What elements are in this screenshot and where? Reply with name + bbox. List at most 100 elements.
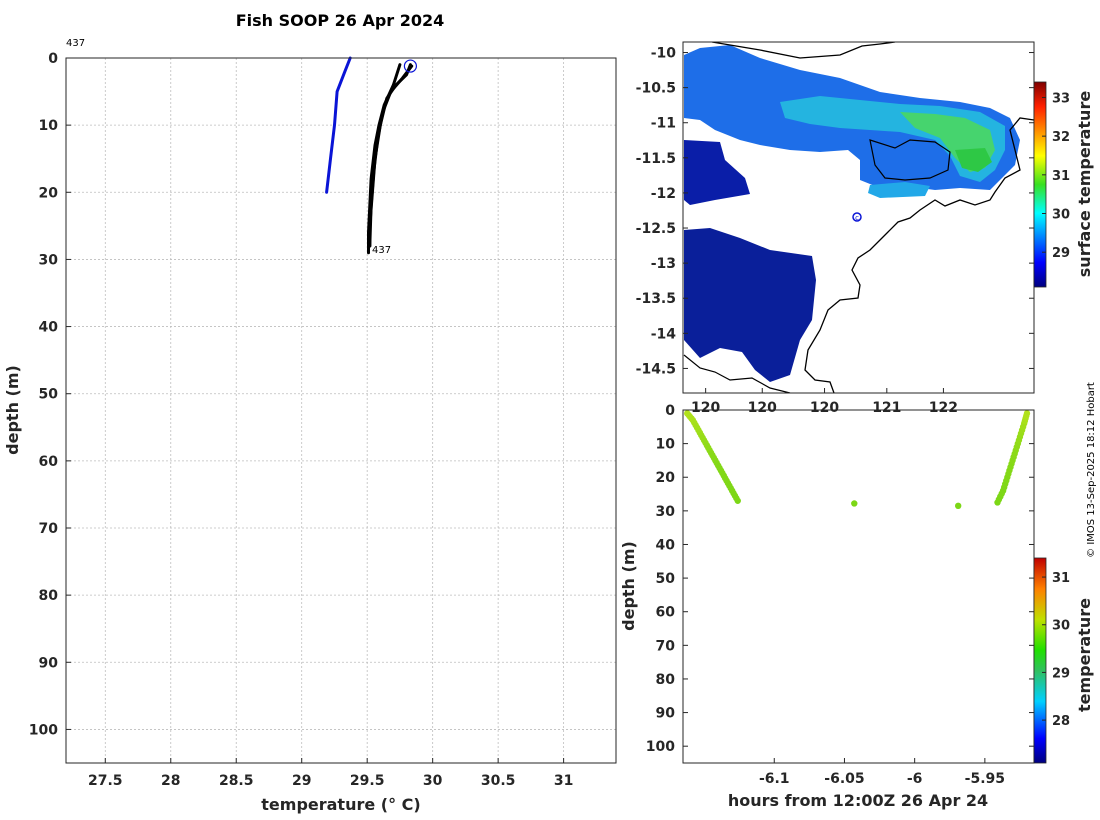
figure-title: Fish SOOP 26 Apr 2024 — [236, 11, 445, 30]
profile-y-tick-label: 50 — [39, 387, 59, 403]
scatter-y-tick-label: 30 — [656, 504, 676, 520]
coastline — [711, 42, 896, 59]
map-x-tick-label: 121 — [872, 400, 901, 416]
scatter-colorbar — [1033, 557, 1047, 764]
scatter-colorbar-tick-label: 28 — [1052, 714, 1070, 729]
profile-x-tick-label: 29 — [292, 773, 311, 789]
scatter-y-tick-label: 20 — [656, 470, 676, 486]
scatter-colorbar-tick-label: 29 — [1052, 666, 1070, 681]
sst-south-block — [684, 228, 816, 382]
profile-y-tick-label: 60 — [39, 454, 59, 470]
map-x-tick-label: 122 — [929, 400, 958, 416]
profile-grid — [66, 57, 616, 763]
map-colorbar-ticks: 29 30 31 32 33 — [1042, 91, 1070, 261]
scatter-axes-box — [682, 409, 1035, 764]
profile-y-ticks: 0 10 20 30 40 50 60 70 80 90 100 — [29, 51, 71, 738]
sst-west-patch — [684, 140, 750, 205]
scatter-point — [1007, 463, 1014, 471]
sst-small-patch — [868, 182, 930, 198]
scatter-y-tick-label: 60 — [656, 605, 676, 621]
map-y-tick-label: -10 — [651, 46, 677, 62]
coastline-island — [869, 139, 951, 181]
coastline — [804, 117, 1034, 393]
scatter-y-tick-label: 40 — [656, 537, 676, 553]
scatter-point — [1003, 477, 1010, 484]
scatter-y-tick-label: 50 — [656, 571, 676, 587]
sst-hot-spot — [955, 148, 992, 172]
scatter-y-tick-label: 90 — [656, 706, 676, 722]
scatter-x-tick-label: -5.95 — [965, 771, 1005, 787]
map-marker — [852, 212, 862, 222]
scatter-point — [733, 495, 740, 502]
map-y-tick-label: -13 — [651, 256, 676, 272]
scatter-x-tick-label: -6 — [907, 771, 923, 787]
scatter-colorbar-ticks: 28 29 30 31 — [1042, 571, 1070, 729]
map-colorbar-tick-label: 31 — [1052, 169, 1070, 184]
map-y-tick-label: -12.5 — [636, 221, 676, 237]
profile-y-label: depth (m) — [3, 365, 22, 455]
scatter-point — [710, 454, 718, 462]
profile-y-tick-label: 10 — [39, 118, 59, 134]
map-x-tick-label: 120 — [810, 400, 839, 416]
profile-y-tick-label: 20 — [39, 185, 59, 201]
profile-x-tick-label: 28.5 — [219, 773, 254, 789]
map-x-tick-label: 120 — [748, 400, 777, 416]
profile-y-tick-label: 0 — [48, 51, 58, 67]
map-y-tick-label: -11 — [651, 116, 676, 132]
map-colorbar-tick-label: 30 — [1052, 208, 1070, 223]
map-area: c — [683, 42, 1034, 393]
profile-surface-marker — [403, 59, 418, 73]
scatter-point — [705, 444, 712, 452]
scatter-point — [1011, 450, 1018, 457]
scatter-point — [1015, 437, 1023, 444]
map-y-tick-label: -14 — [651, 326, 677, 342]
map-colorbar-tick-label: 29 — [1052, 246, 1070, 261]
map-marker-label: c — [855, 214, 859, 222]
map-colorbar-tick-label: 32 — [1052, 130, 1070, 145]
scatter-y-tick-label: 10 — [656, 437, 676, 453]
scatter-y-tick-label: 100 — [646, 739, 675, 755]
profile-end-label: 437 — [372, 245, 391, 256]
map-y-tick-label: -11.5 — [636, 151, 676, 167]
scatter-point — [716, 464, 723, 472]
scatter-colorbar-tick-label: 30 — [1052, 619, 1070, 634]
profile-y-tick-label: 90 — [39, 655, 59, 671]
profile-series-line — [367, 63, 402, 255]
scatter-point — [851, 500, 858, 507]
scatter-points — [684, 410, 1031, 510]
coastline — [683, 354, 791, 393]
credit-text: © IMOS 13-Sep-2025 18:12 Hobart — [1086, 382, 1097, 558]
profile-y-tick-label: 100 — [29, 722, 58, 738]
scatter-colorbar-label: temperature — [1075, 598, 1094, 712]
scatter-x-ticks: -6.1 -6.05 -6 -5.95 — [759, 758, 1005, 787]
map-y-tick-label: -10.5 — [636, 81, 676, 97]
scatter-y-label: depth (m) — [619, 541, 638, 631]
scatter-point — [727, 484, 734, 492]
profile-y-tick-label: 70 — [39, 521, 59, 537]
profile-x-tick-label: 29.5 — [350, 773, 385, 789]
profile-x-label: temperature (° C) — [261, 795, 420, 814]
profile-x-tick-label: 31 — [554, 773, 573, 789]
scatter-y-tick-label: 70 — [656, 638, 676, 654]
profile-y-tick-label: 40 — [39, 320, 59, 336]
map-y-ticks: -10 -10.5 -11 -11.5 -12 -12.5 -13 -13.5 -14 -14.5 — [636, 46, 1034, 377]
map-colorbar-label: surface temperature — [1075, 91, 1094, 278]
map-colorbar — [1033, 81, 1047, 288]
scatter-colorbar-tick-label: 31 — [1052, 571, 1070, 586]
profile-lines — [325, 56, 418, 255]
map-y-tick-label: -12 — [651, 186, 676, 202]
scatter-x-label: hours from 12:00Z 26 Apr 24 — [728, 791, 988, 810]
scatter-y-tick-label: 0 — [665, 403, 675, 419]
profile-x-ticks: 27.5 28 28.5 29 29.5 30 30.5 31 — [88, 758, 573, 789]
map-y-tick-label: -14.5 — [636, 361, 676, 377]
scatter-y-tick-label: 80 — [656, 672, 676, 688]
profile-top-label: 437 — [66, 38, 85, 49]
scatter-point — [1023, 412, 1030, 420]
scatter-point — [954, 502, 962, 510]
profile-axes-box — [65, 57, 617, 764]
map-y-tick-label: -13.5 — [636, 291, 676, 307]
scatter-x-tick-label: -6.1 — [759, 771, 790, 787]
profile-series-line — [325, 56, 352, 194]
profile-x-tick-label: 28 — [161, 773, 180, 789]
